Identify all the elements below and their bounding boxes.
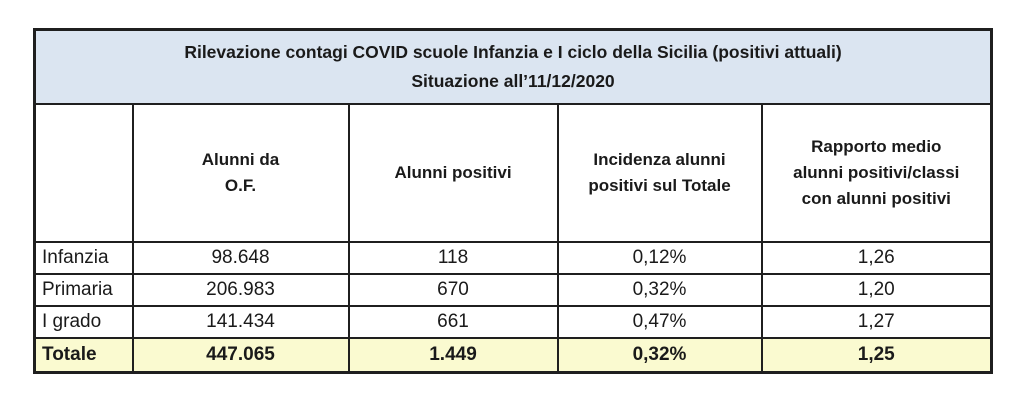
column-header-incidenza: Incidenza alunni positivi sul Totale xyxy=(556,103,763,243)
table-row-totale: Totale 447.065 1.449 0,32% 1,25 xyxy=(33,337,993,374)
column-header-empty xyxy=(33,103,134,243)
column-header-alunni-da-of: Alunni da O.F. xyxy=(131,103,350,243)
cell-totale-rapporto-medio: 1,25 xyxy=(760,337,993,374)
cell-totale-incidenza: 0,32% xyxy=(556,337,763,374)
cell-alunni-da-of: 141.434 xyxy=(131,305,350,339)
cell-rapporto-medio: 1,27 xyxy=(760,305,993,339)
column-header-alunni-positivi: Alunni positivi xyxy=(347,103,559,243)
cell-alunni-da-of: 98.648 xyxy=(131,241,350,275)
table-header-row: Alunni da O.F. Alunni positivi Incidenza… xyxy=(33,103,993,243)
row-label: Infanzia xyxy=(33,241,134,275)
cell-rapporto-medio: 1,26 xyxy=(760,241,993,275)
cell-totale-alunni-da-of: 447.065 xyxy=(131,337,350,374)
table-title: Rilevazione contagi COVID scuole Infanzi… xyxy=(33,28,993,105)
row-label: Primaria xyxy=(33,273,134,307)
row-label-totale: Totale xyxy=(33,337,134,374)
cell-alunni-positivi: 118 xyxy=(347,241,559,275)
cell-incidenza: 0,12% xyxy=(556,241,763,275)
table-row-infanzia: Infanzia 98.648 118 0,12% 1,26 xyxy=(33,241,993,275)
table-row-primaria: Primaria 206.983 670 0,32% 1,20 xyxy=(33,273,993,307)
covid-school-table: Rilevazione contagi COVID scuole Infanzi… xyxy=(33,28,994,374)
cell-totale-alunni-positivi: 1.449 xyxy=(347,337,559,374)
cell-alunni-da-of: 206.983 xyxy=(131,273,350,307)
cell-alunni-positivi: 670 xyxy=(347,273,559,307)
cell-incidenza: 0,47% xyxy=(556,305,763,339)
cell-incidenza: 0,32% xyxy=(556,273,763,307)
table-title-row: Rilevazione contagi COVID scuole Infanzi… xyxy=(33,28,993,105)
row-label: I grado xyxy=(33,305,134,339)
cell-rapporto-medio: 1,20 xyxy=(760,273,993,307)
table-row-i-grado: I grado 141.434 661 0,47% 1,27 xyxy=(33,305,993,339)
column-header-rapporto-medio: Rapporto medio alunni positivi/classi co… xyxy=(760,103,993,243)
cell-alunni-positivi: 661 xyxy=(347,305,559,339)
